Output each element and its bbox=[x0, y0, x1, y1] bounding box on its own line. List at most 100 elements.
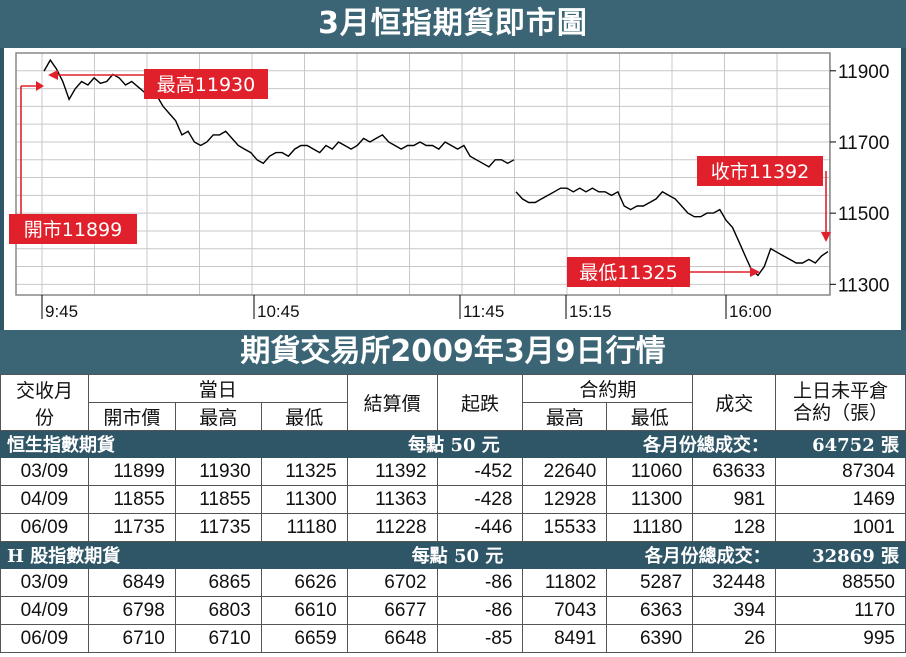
group-per-point: 每點 50 元 bbox=[408, 435, 500, 456]
table-cell: 128 bbox=[692, 513, 777, 542]
table-cell: 11802 bbox=[522, 568, 608, 597]
table-cell: 6710 bbox=[87, 624, 176, 653]
table-cell: 981 bbox=[692, 485, 777, 514]
table-cell: 6677 bbox=[346, 596, 438, 625]
table-cell: 995 bbox=[775, 624, 906, 653]
group-total-label: 各月份總成交： bbox=[642, 435, 769, 456]
table-cell: -428 bbox=[436, 485, 524, 514]
table-cell: 5287 bbox=[606, 568, 694, 597]
x-tick-label: 10:45 bbox=[257, 302, 300, 321]
table-cell: 03/09 bbox=[0, 457, 89, 486]
y-tick-label: 11500 bbox=[838, 204, 889, 225]
table-cell: 04/09 bbox=[0, 596, 89, 625]
table-cell: 63633 bbox=[692, 457, 777, 486]
x-tick-label: 9:45 bbox=[45, 302, 78, 321]
table-cell: 11180 bbox=[606, 513, 694, 542]
table-cell: 11735 bbox=[174, 513, 262, 542]
table-cell: 87304 bbox=[775, 457, 906, 486]
table-cell: 6798 bbox=[87, 596, 176, 625]
table-cell: 11899 bbox=[87, 457, 176, 486]
callout-high-label: 最高11930 bbox=[157, 74, 255, 96]
col-header-high: 最高 bbox=[174, 402, 262, 431]
table-cell: 15533 bbox=[522, 513, 608, 542]
table-row: 04/09 6798 6803 6610 6677 -86 7043 6363 394 1170 bbox=[0, 596, 906, 625]
intraday-chart: 11300 11500 11700 11900 9:45 10:45 11:45 15:15 1… bbox=[9, 52, 889, 321]
x-tick-label: 11:45 bbox=[463, 302, 504, 321]
group-header-row: 恒生指數期貨 每點 50 元 各月份總成交： 64752 張 bbox=[0, 430, 906, 458]
x-tick-label: 15:15 bbox=[569, 302, 612, 321]
callout-low-box bbox=[567, 257, 690, 287]
table-row: 04/09 11855 11855 11300 11363 -428 12928 11300 9… bbox=[0, 485, 906, 514]
table-cell: 11300 bbox=[606, 485, 694, 514]
table-cell: 6803 bbox=[174, 596, 262, 625]
table-cell: 8491 bbox=[522, 624, 608, 653]
y-tick-label: 11900 bbox=[838, 62, 889, 83]
table-cell: 11735 bbox=[87, 513, 176, 542]
col-header-volume: 成交 bbox=[692, 374, 777, 431]
col-header-low: 最低 bbox=[260, 402, 348, 431]
table-cell: 06/09 bbox=[0, 624, 89, 653]
table-cell: 32448 bbox=[692, 568, 777, 597]
table-cell: 6390 bbox=[606, 624, 694, 653]
table-cell: -86 bbox=[436, 596, 524, 625]
price-line-morning bbox=[43, 58, 515, 168]
table-cell: 394 bbox=[692, 596, 777, 625]
table-cell: 6659 bbox=[260, 624, 348, 653]
callout-open-box bbox=[9, 214, 137, 244]
table-row: 03/09 11899 11930 11325 11392 -452 22640 11060 6… bbox=[0, 457, 906, 486]
table-cell: 11392 bbox=[346, 457, 438, 486]
group-header-row: H 股指數期貨 每點 50 元 各月份總成交： 32869 張 bbox=[0, 541, 906, 569]
table-cell: 11228 bbox=[346, 513, 438, 542]
group-name: 恒生指數期貨 bbox=[7, 435, 115, 456]
table-cell: -452 bbox=[436, 457, 524, 486]
table-row: 06/09 11735 11735 11180 11228 -446 15533 11180 1… bbox=[0, 513, 906, 542]
table-cell: 88550 bbox=[775, 568, 906, 597]
table-cell: 11855 bbox=[174, 485, 262, 514]
chart-panel: 11300 11500 11700 11900 9:45 10:45 11:45 15:15 1… bbox=[4, 48, 901, 330]
group-name: H 股指數期貨 bbox=[7, 546, 121, 567]
col-header-life-high: 最高 bbox=[522, 402, 608, 431]
callout-close-box bbox=[697, 156, 823, 186]
table-cell: 6710 bbox=[174, 624, 262, 653]
price-line-afternoon bbox=[515, 187, 829, 277]
table-cell: 04/09 bbox=[0, 485, 89, 514]
callout-high-arrowhead bbox=[48, 70, 58, 80]
table-cell: 11855 bbox=[87, 485, 176, 514]
plot-frame bbox=[15, 52, 831, 296]
callout-low-arrowhead bbox=[750, 267, 760, 277]
callout-close-label: 收市11392 bbox=[711, 161, 809, 183]
table-cell: 6865 bbox=[174, 568, 262, 597]
col-header-today: 當日 bbox=[87, 374, 348, 403]
table-cell: 26 bbox=[692, 624, 777, 653]
table-row: 06/09 6710 6710 6659 6648 -85 8491 6390 26 995 bbox=[0, 624, 906, 653]
table-cell: 03/09 bbox=[0, 568, 89, 597]
group-per-point: 每點 50 元 bbox=[411, 546, 504, 567]
callout-close-arrowhead bbox=[821, 232, 831, 242]
table-cell: 1170 bbox=[775, 596, 906, 625]
table-cell: 06/09 bbox=[0, 513, 89, 542]
quotes-table: 交收月份 當日 結算價 起跌 合約期 成交 上日未平倉合約（張） 開市價 最高 … bbox=[0, 374, 906, 653]
table-cell: 6648 bbox=[346, 624, 438, 653]
callout-open-arrowhead bbox=[36, 81, 44, 91]
table-cell: 6702 bbox=[346, 568, 438, 597]
table-cell: 1001 bbox=[775, 513, 906, 542]
table-cell: 12928 bbox=[522, 485, 608, 514]
table-cell: 22640 bbox=[522, 457, 608, 486]
callout-low-label: 最低11325 bbox=[579, 262, 677, 284]
group-total-label: 各月份總成交： bbox=[644, 546, 771, 567]
col-header-open-interest: 上日未平倉合約（張） bbox=[775, 374, 906, 431]
x-tick-label: 16:00 bbox=[729, 302, 772, 321]
table-row: 03/09 6849 6865 6626 6702 -86 11802 5287 32448 88… bbox=[0, 568, 906, 597]
group-total: 64752 張 bbox=[812, 435, 899, 456]
col-header-open: 開市價 bbox=[87, 402, 176, 431]
table-cell: 7043 bbox=[522, 596, 608, 625]
col-header-change: 起跌 bbox=[436, 374, 524, 431]
table-cell: 11060 bbox=[606, 457, 694, 486]
table-cell: 11363 bbox=[346, 485, 438, 514]
table-cell: -446 bbox=[436, 513, 524, 542]
group-total: 32869 張 bbox=[812, 546, 899, 567]
table-cell: 11930 bbox=[174, 457, 262, 486]
quotes-table-panel: 交收月份 當日 結算價 起跌 合約期 成交 上日未平倉合約（張） 開市價 最高 … bbox=[0, 374, 906, 657]
table-cell: 11300 bbox=[260, 485, 348, 514]
callout-open-label: 開市11899 bbox=[24, 219, 122, 241]
